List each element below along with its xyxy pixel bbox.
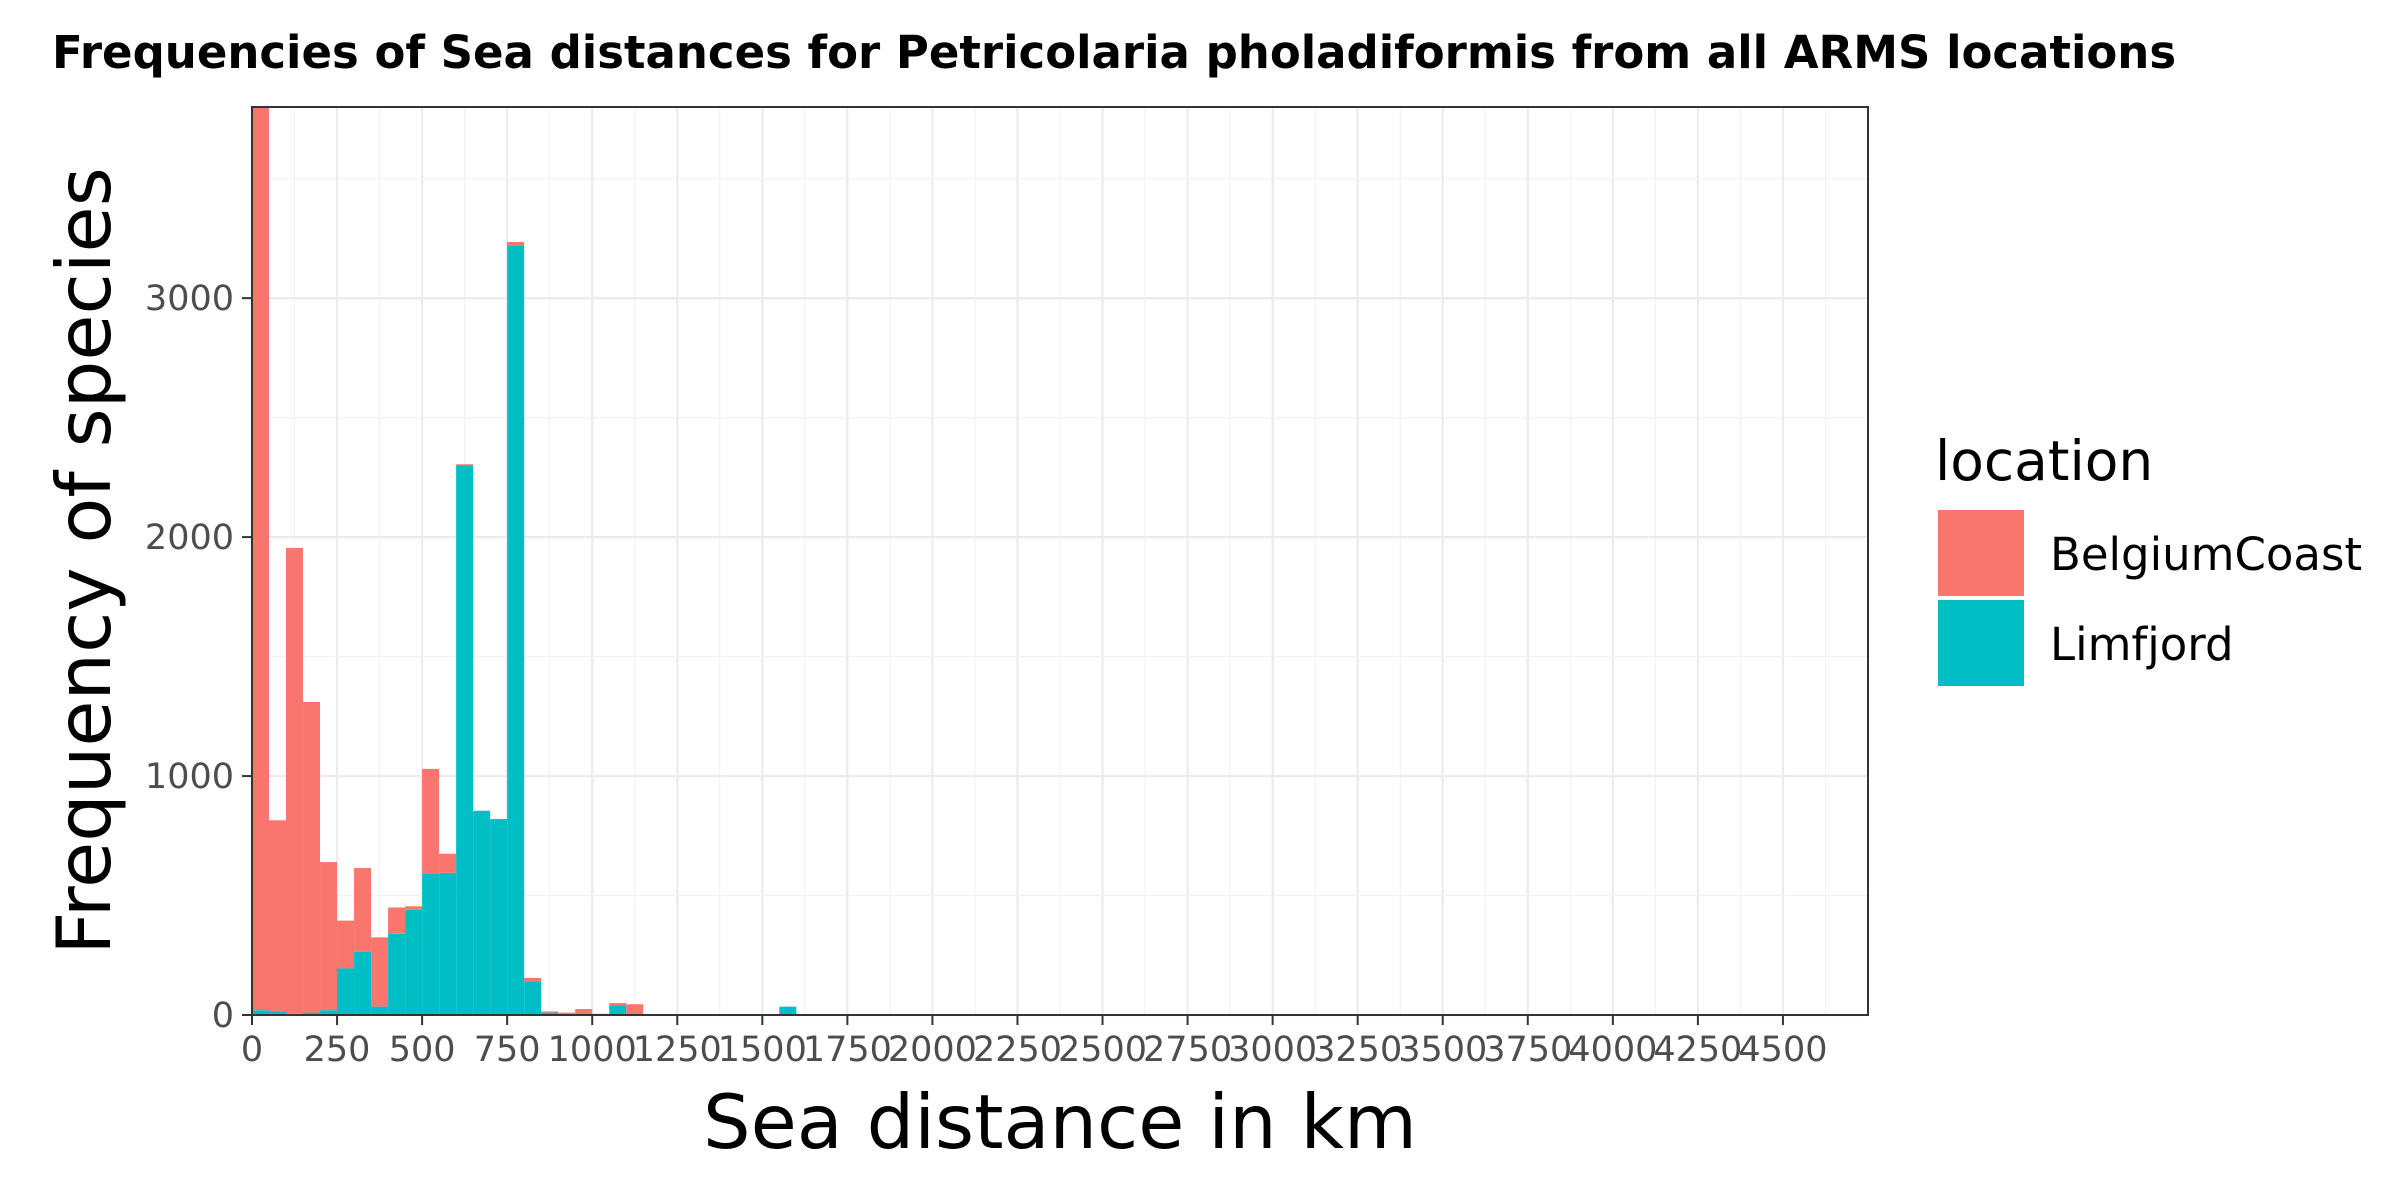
x-tick-label: 2250 — [973, 1030, 1062, 1070]
x-tick-label: 1250 — [633, 1030, 722, 1070]
bar-limfjord — [541, 1012, 559, 1015]
legend-title: location — [1935, 429, 2153, 493]
bar-limfjord — [439, 872, 457, 1015]
x-tick-label: 500 — [389, 1030, 456, 1070]
bar-belgiumcoast — [524, 977, 542, 982]
bar-limfjord — [354, 951, 372, 1015]
x-tick-label: 250 — [304, 1030, 371, 1070]
bar-belgiumcoast — [337, 920, 355, 969]
bar-belgiumcoast — [507, 242, 525, 246]
legend-label-limfjord: Limfjord — [2050, 618, 2234, 671]
bar-limfjord — [609, 1005, 627, 1015]
histogram-bars — [252, 107, 797, 1016]
bar-limfjord — [303, 1012, 321, 1015]
x-tick-label: 750 — [474, 1030, 541, 1070]
bar-limfjord — [252, 1010, 270, 1015]
bar-belgiumcoast — [422, 768, 440, 875]
legend-label-belgiumcoast: BelgiumCoast — [2050, 528, 2362, 581]
bar-limfjord — [507, 245, 525, 1015]
bar-limfjord — [269, 1011, 287, 1015]
bar-belgiumcoast — [252, 107, 270, 1011]
y-axis: 0 1000 2000 3000 — [145, 279, 252, 1036]
bar-belgiumcoast — [456, 464, 474, 466]
x-tick-label: 2000 — [888, 1030, 977, 1070]
x-axis: 0 250 500 750 100012501500175020002250250027… — [241, 1015, 1827, 1070]
y-tick-label: 1000 — [145, 757, 234, 797]
bar-limfjord — [320, 1010, 338, 1015]
bar-limfjord — [337, 968, 355, 1015]
chart-title: Frequencies of Sea distances for Petrico… — [52, 26, 2176, 79]
x-tick-label: 4000 — [1568, 1030, 1657, 1070]
bar-belgiumcoast — [575, 1009, 593, 1015]
bar-belgiumcoast — [320, 862, 338, 1011]
bar-belgiumcoast — [286, 547, 304, 1014]
y-axis-title: Frequency of species — [40, 167, 128, 955]
y-tick-label: 3000 — [145, 279, 234, 319]
bar-belgiumcoast — [541, 1011, 559, 1013]
x-tick-label: 1500 — [718, 1030, 807, 1070]
legend-key-belgiumcoast — [1938, 510, 2024, 596]
x-axis-title: Sea distance in km — [703, 1078, 1417, 1166]
bar-limfjord — [524, 981, 542, 1015]
x-tick-label: 3250 — [1313, 1030, 1402, 1070]
x-tick-label: 4250 — [1653, 1030, 1742, 1070]
bar-limfjord — [371, 1006, 389, 1015]
bar-belgiumcoast — [371, 937, 389, 1007]
bar-belgiumcoast — [405, 906, 423, 910]
bar-limfjord — [422, 874, 440, 1015]
bar-belgiumcoast — [558, 1012, 576, 1014]
bar-limfjord — [490, 819, 508, 1015]
bar-belgiumcoast — [388, 907, 406, 934]
bar-belgiumcoast — [626, 1004, 644, 1015]
plot-panel-border — [251, 106, 1869, 1016]
bar-belgiumcoast — [354, 868, 372, 952]
bar-limfjord — [779, 1006, 797, 1015]
x-tick-label: 1750 — [803, 1030, 892, 1070]
legend: location BelgiumCoast Limfjord — [1935, 429, 2362, 686]
x-tick-label: 3750 — [1483, 1030, 1572, 1070]
bar-limfjord — [473, 810, 491, 1015]
bar-belgiumcoast — [609, 1003, 627, 1006]
bar-limfjord — [388, 933, 406, 1015]
legend-key-limfjord — [1938, 600, 2024, 686]
bar-limfjord — [405, 909, 423, 1015]
x-tick-label: 3000 — [1228, 1030, 1317, 1070]
y-tick-label: 0 — [212, 996, 234, 1036]
x-tick-label: 4500 — [1738, 1030, 1827, 1070]
bar-belgiumcoast — [439, 853, 457, 873]
x-tick-label: 3500 — [1398, 1030, 1487, 1070]
x-tick-label: 1000 — [548, 1030, 637, 1070]
bar-limfjord — [456, 465, 474, 1016]
x-tick-label: 0 — [241, 1030, 263, 1070]
y-tick-label: 2000 — [145, 518, 234, 558]
bar-belgiumcoast — [269, 820, 287, 1012]
x-tick-label: 2500 — [1058, 1030, 1147, 1070]
bar-belgiumcoast — [303, 701, 321, 1013]
x-tick-label: 2750 — [1143, 1030, 1232, 1070]
